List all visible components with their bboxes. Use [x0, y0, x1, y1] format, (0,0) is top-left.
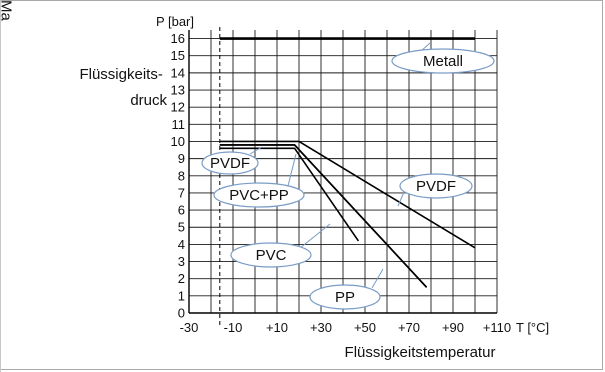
callout-bubble-metall — [391, 48, 495, 74]
callout-leader-pvc — [299, 223, 331, 249]
callout-bubble-pvc-pp — [213, 182, 305, 208]
y-axis-title: P [bar] — [156, 14, 194, 29]
callout-leader-pvc-pp — [287, 153, 297, 187]
callout-leader-pvdf — [397, 191, 405, 207]
callout-layer: Metall PVDF PVC+PP PVDF PVC PP — [201, 42, 495, 310]
series-label-pvc: PVC — [256, 247, 287, 264]
callout-bubble-pvdf — [399, 173, 473, 199]
y-tick-label: 8 — [178, 168, 185, 183]
x-tick-label: +110 — [483, 320, 511, 335]
x-axis-unit: T [°C] — [516, 320, 549, 335]
callout-leader-pp — [371, 268, 384, 289]
y-tick-label: 2 — [178, 271, 185, 286]
series-layer — [219, 37, 476, 288]
y-tick-label: 10 — [171, 134, 185, 149]
x-tick-label: +50 — [354, 320, 376, 335]
y-tick-label: 14 — [171, 65, 185, 80]
figure-left-edge — [0, 0, 1, 372]
y-tick-label: 1 — [178, 288, 185, 303]
x-tick-label: -30 — [180, 320, 199, 335]
y-tick-label: 0 — [178, 306, 185, 321]
y-tick-label: 12 — [171, 100, 185, 115]
y-tick-label: 16 — [171, 31, 185, 46]
y-tick-label: 9 — [178, 151, 185, 166]
series-line-pp — [219, 144, 428, 288]
x-tick-label: +10 — [266, 320, 288, 335]
x-tick-label: +30 — [310, 320, 332, 335]
y-tick-label: 5 — [178, 220, 185, 235]
y-tick-label: 6 — [178, 203, 185, 218]
y-tick-label: 15 — [171, 48, 185, 63]
y-axis-label-line-1: Flüssigkeits- — [79, 66, 162, 83]
callout-bubble-pp — [309, 284, 381, 310]
y-tick-label: 4 — [178, 237, 185, 252]
x-tick-label: -10 — [224, 320, 243, 335]
callout-bubble-pvc — [230, 242, 312, 268]
series-label-pvdf: PVDF — [416, 178, 456, 195]
series-label-pvc-pp: PVC+PP — [229, 187, 289, 204]
series-label-metall: Metall — [423, 53, 463, 70]
x-tick-label: +70 — [398, 320, 420, 335]
series-line-pvc — [219, 147, 360, 242]
series-label-pp: PP — [335, 289, 355, 306]
callout-leader-pvdf — [249, 146, 263, 155]
callout-bubble-pvdf — [201, 151, 259, 175]
y-tick-label: 13 — [171, 83, 185, 98]
y-axis-label: Flüssigkeits- druck — [79, 66, 167, 109]
corner-text: Ma — [0, 0, 15, 21]
y-tick-label: 3 — [178, 254, 185, 269]
series-label-pvdf: PVDF — [210, 155, 250, 172]
x-axis-label: Flüssigkeitstemperatur — [345, 344, 496, 361]
x-tick-label: +90 — [442, 320, 464, 335]
y-tick-label: 11 — [172, 117, 186, 132]
series-line-pvdf — [219, 140, 476, 249]
y-tick-label: 7 — [178, 185, 185, 200]
y-axis-label-line-2: druck — [130, 92, 167, 109]
